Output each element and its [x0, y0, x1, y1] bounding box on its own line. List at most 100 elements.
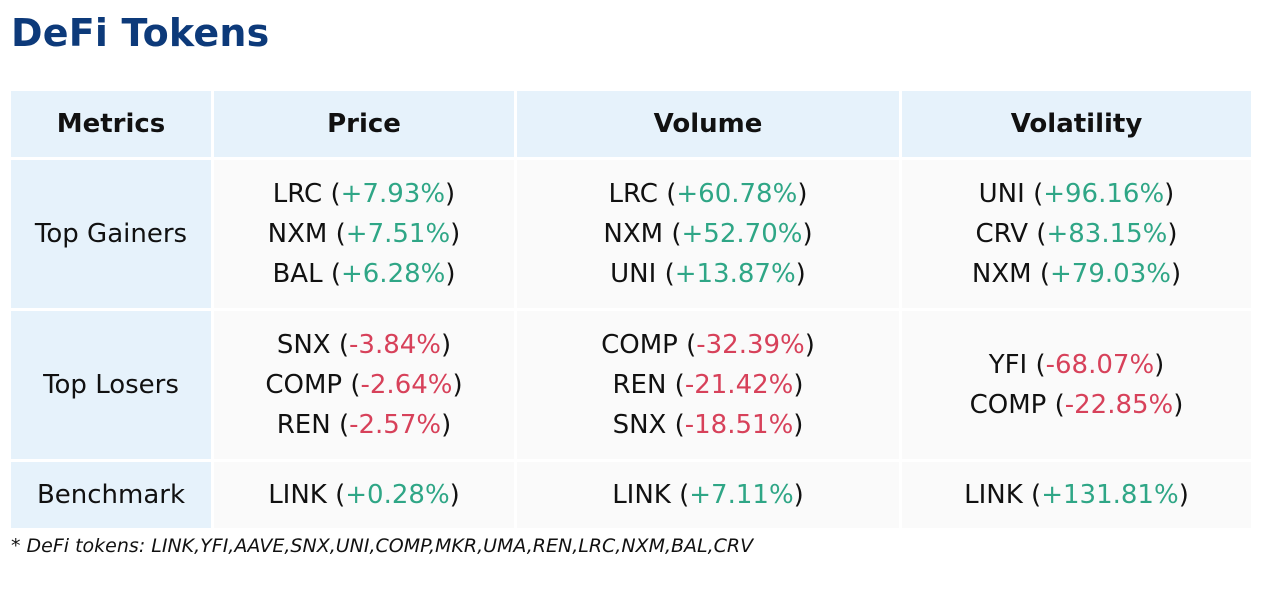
paren-close: ) — [1170, 259, 1182, 289]
percent-change: +7.93% — [340, 179, 446, 209]
token-symbol: SNX — [612, 410, 667, 440]
token-symbol: CRV — [975, 219, 1029, 249]
token-symbol: NXM — [267, 219, 328, 249]
percent-change: +52.70% — [681, 219, 803, 249]
paren-close: ) — [802, 219, 813, 249]
paren-close: ) — [445, 259, 456, 289]
token-entry: NXM (+52.70%) — [517, 214, 899, 254]
cell-price: LINK (+0.28%) — [214, 462, 514, 528]
paren-open: ( — [1046, 390, 1065, 420]
cell-price: SNX (-3.84%) COMP (-2.64%) REN (-2.57%) — [214, 311, 514, 459]
paren-close: ) — [804, 330, 815, 360]
token-symbol: YFI — [988, 350, 1028, 380]
paren-open: ( — [1031, 259, 1051, 289]
paren-open: ( — [663, 219, 682, 249]
token-symbol: BAL — [272, 259, 323, 289]
token-symbol: COMP — [265, 370, 343, 400]
percent-change: -21.42% — [684, 370, 794, 400]
percent-change: +7.51% — [345, 219, 451, 249]
paren-open: ( — [327, 219, 346, 249]
paren-close: ) — [795, 259, 806, 289]
cell-price: LRC (+7.93%) NXM (+7.51%) BAL (+6.28%) — [214, 160, 514, 308]
token-entry: LINK (+7.11%) — [517, 475, 899, 515]
paren-close: ) — [441, 410, 452, 440]
paren-close: ) — [1164, 179, 1175, 209]
paren-close: ) — [1167, 219, 1178, 249]
table-header-row: Metrics Price Volume Volatility — [11, 91, 1251, 157]
cell-volume: COMP (-32.39%) REN (-21.42%) SNX (-18.51%) — [517, 311, 899, 459]
percent-change: -32.39% — [696, 330, 805, 360]
token-entry: SNX (-18.51%) — [517, 405, 899, 445]
paren-close: ) — [1154, 350, 1165, 380]
cell-volume: LINK (+7.11%) — [517, 462, 899, 528]
cell-volatility: LINK (+131.81%) — [902, 462, 1251, 528]
paren-open: ( — [322, 179, 341, 209]
percent-change: +131.81% — [1041, 480, 1179, 510]
percent-change: -2.64% — [360, 370, 453, 400]
header-volume: Volume — [517, 91, 899, 157]
paren-close: ) — [452, 370, 463, 400]
token-entry: LINK (+0.28%) — [214, 475, 514, 515]
token-entry: NXM (+7.51%) — [214, 214, 514, 254]
percent-change: -22.85% — [1064, 390, 1174, 420]
paren-open: ( — [670, 480, 690, 510]
token-entry: LINK (+131.81%) — [902, 475, 1251, 515]
row-label: Top Gainers — [11, 160, 211, 308]
cell-volatility: UNI (+96.16%) CRV (+83.15%) NXM (+79.03%) — [902, 160, 1251, 308]
cell-volatility: YFI (-68.07%) COMP (-22.85%) — [902, 311, 1251, 459]
token-entry: NXM (+79.03%) — [902, 254, 1251, 294]
paren-close: ) — [441, 330, 452, 360]
token-symbol: COMP — [601, 330, 678, 360]
page-title: DeFi Tokens — [11, 11, 270, 55]
token-symbol: LINK — [964, 480, 1023, 510]
token-entry: UNI (+13.87%) — [517, 254, 899, 294]
token-entry: LRC (+60.78%) — [517, 174, 899, 214]
paren-open: ( — [1022, 480, 1042, 510]
paren-close: ) — [793, 410, 804, 440]
paren-close: ) — [450, 219, 461, 249]
percent-change: -68.07% — [1045, 350, 1155, 380]
token-entry: BAL (+6.28%) — [214, 254, 514, 294]
percent-change: +83.15% — [1046, 219, 1168, 249]
paren-open: ( — [342, 370, 361, 400]
token-symbol: UNI — [610, 259, 657, 289]
defi-tokens-table: Metrics Price Volume Volatility Top Gain… — [8, 88, 1254, 531]
token-entry: REN (-2.57%) — [214, 405, 514, 445]
paren-close: ) — [793, 480, 804, 510]
paren-open: ( — [330, 330, 350, 360]
token-symbol: NXM — [971, 259, 1032, 289]
token-entry: COMP (-32.39%) — [517, 325, 899, 365]
token-entry: YFI (-68.07%) — [902, 345, 1251, 385]
percent-change: +96.16% — [1043, 179, 1165, 209]
row-label: Benchmark — [11, 462, 211, 528]
row-benchmark: Benchmark LINK (+0.28%) LINK (+7.11%) LINK … — [11, 462, 1251, 528]
percent-change: +79.03% — [1050, 259, 1171, 289]
paren-open: ( — [677, 330, 697, 360]
percent-change: +7.11% — [689, 480, 794, 510]
paren-close: ) — [793, 370, 804, 400]
row-top-losers: Top Losers SNX (-3.84%) COMP (-2.64%) REN (… — [11, 311, 1251, 459]
percent-change: +6.28% — [340, 259, 446, 289]
paren-open: ( — [322, 259, 341, 289]
paren-open: ( — [1028, 219, 1047, 249]
token-symbol: REN — [276, 410, 331, 440]
percent-change: -3.84% — [349, 330, 441, 360]
paren-close: ) — [449, 480, 460, 510]
row-label: Top Losers — [11, 311, 211, 459]
token-symbol: LRC — [272, 179, 323, 209]
paren-close: ) — [797, 179, 808, 209]
footnote: * DeFi tokens: LINK,YFI,AAVE,SNX,UNI,COM… — [11, 535, 754, 557]
cell-volume: LRC (+60.78%) NXM (+52.70%) UNI (+13.87%) — [517, 160, 899, 308]
percent-change: -18.51% — [684, 410, 794, 440]
paren-open: ( — [1027, 350, 1046, 380]
percent-change: +0.28% — [345, 480, 450, 510]
token-symbol: REN — [612, 370, 667, 400]
percent-change: +60.78% — [676, 179, 798, 209]
token-entry: UNI (+96.16%) — [902, 174, 1251, 214]
token-entry: COMP (-2.64%) — [214, 365, 514, 405]
token-symbol: LRC — [608, 179, 658, 209]
paren-close: ) — [1178, 480, 1189, 510]
row-top-gainers: Top Gainers LRC (+7.93%) NXM (+7.51%) BAL (… — [11, 160, 1251, 308]
token-symbol: COMP — [969, 390, 1047, 420]
header-price: Price — [214, 91, 514, 157]
